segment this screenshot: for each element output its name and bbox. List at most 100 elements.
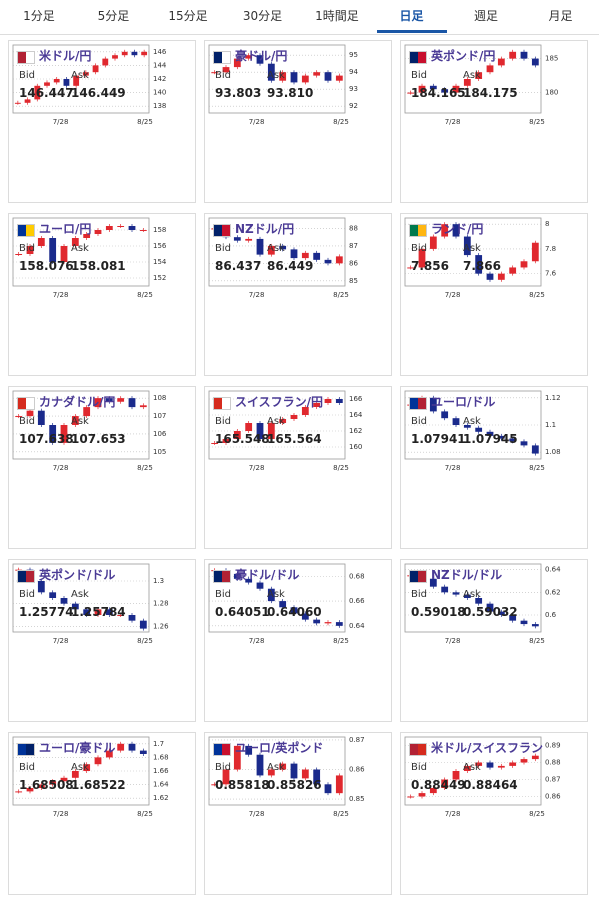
bid-label: Bid bbox=[19, 70, 35, 81]
ask-value: 146.449 bbox=[71, 86, 126, 100]
rate-card[interactable]: 米ドル/スイスフラン Bid Ask 0.88449 0.88464 0.86 0.87 0.… bbox=[400, 732, 588, 895]
flag bbox=[409, 397, 427, 410]
rate-card[interactable]: 米ドル/円 Bid Ask 146.447 146.449 138 140 142 144 146… bbox=[8, 40, 196, 203]
pair-name[interactable]: ユーロ/ドル bbox=[431, 395, 496, 409]
rate-card[interactable]: ユーロ/英ポンド Bid Ask 0.85818 0.85826 0.85 0.86 0.87… bbox=[204, 732, 392, 895]
candle-body bbox=[26, 410, 34, 417]
plot-frame bbox=[208, 217, 346, 287]
candle-body bbox=[139, 750, 147, 754]
plot-frame bbox=[404, 563, 542, 633]
candle-body bbox=[441, 224, 449, 237]
tab[interactable]: 5分足 bbox=[97, 9, 130, 23]
tab[interactable]: 週足 bbox=[473, 9, 498, 23]
rate-card[interactable]: ランド/円 Bid Ask 7.856 7.866 7.6 7.8 8 7/28 8/25 bbox=[400, 213, 588, 376]
pair-name[interactable]: 英ポンド/円 bbox=[431, 49, 496, 63]
pair-name[interactable]: NZドル/円 bbox=[235, 222, 295, 236]
rate-card[interactable]: ユーロ/豪ドル Bid Ask 1.68508 1.68522 1.62 1.64 1.66 1… bbox=[8, 732, 196, 895]
pair-name[interactable]: カナダドル/円 bbox=[39, 395, 116, 409]
rate-card[interactable]: ユーロ/円 Bid Ask 158.076 158.081 152 154 156 158 7/2… bbox=[8, 213, 196, 376]
candle-body bbox=[256, 582, 264, 589]
candle-body bbox=[520, 620, 528, 625]
candle-body bbox=[463, 79, 471, 86]
pair-name[interactable]: ユーロ/豪ドル bbox=[39, 741, 116, 755]
x-tick-label: 7/28 bbox=[249, 291, 265, 299]
candle-body bbox=[222, 769, 230, 785]
flag bbox=[213, 224, 231, 237]
candle-body bbox=[452, 592, 460, 595]
pair-name[interactable]: 米ドル/円 bbox=[39, 49, 92, 63]
candle-body bbox=[486, 273, 494, 280]
candle-body bbox=[117, 226, 125, 227]
pair-name[interactable]: ユーロ/英ポンド bbox=[235, 741, 324, 755]
candle-body bbox=[475, 427, 483, 432]
plot-frame bbox=[404, 736, 542, 806]
rate-card[interactable]: 英ポンド/円 Bid Ask 184.165 184.175 180 185 7/28 8/25 bbox=[400, 40, 588, 203]
candle-body bbox=[15, 254, 23, 255]
y-tick-label: 1.7 bbox=[153, 740, 164, 748]
pair-name[interactable]: 英ポンド/ドル bbox=[39, 568, 116, 582]
mini-chart: 0.86 0.87 0.88 0.89 7/28 8/25 bbox=[404, 736, 561, 818]
candle-body bbox=[139, 230, 147, 231]
x-tick-label: 8/25 bbox=[137, 637, 153, 645]
candle-body bbox=[475, 762, 483, 766]
tab[interactable]: 日足 bbox=[376, 0, 447, 33]
plot-frame bbox=[12, 217, 150, 287]
bid-label: Bid bbox=[411, 589, 427, 600]
tab[interactable]: 15分足 bbox=[168, 9, 208, 23]
ask-label: Ask bbox=[267, 416, 285, 427]
candle-body bbox=[429, 85, 437, 90]
pair-name[interactable]: NZドル/ドル bbox=[431, 568, 503, 582]
tab[interactable]: 30分足 bbox=[242, 9, 283, 23]
y-tick-label: 0.68 bbox=[349, 572, 365, 580]
pair-name[interactable]: ユーロ/円 bbox=[39, 222, 92, 236]
plot-frame bbox=[12, 563, 150, 633]
rate-card[interactable]: NZドル/円 Bid Ask 86.437 86.449 85 86 87 88 7/28 8/25 bbox=[204, 213, 392, 376]
candle-body bbox=[117, 615, 125, 616]
plot-frame bbox=[208, 736, 346, 806]
bid-value: 0.85818 bbox=[215, 778, 270, 792]
x-tick-label: 8/25 bbox=[529, 291, 545, 299]
ask-label: Ask bbox=[71, 243, 89, 254]
candle-body bbox=[463, 765, 471, 771]
candle-body bbox=[520, 51, 528, 59]
candle-body bbox=[441, 411, 449, 419]
pair-name[interactable]: 豪ドル/円 bbox=[235, 49, 288, 63]
tab[interactable]: 月足 bbox=[548, 9, 573, 23]
candle-body bbox=[139, 620, 147, 629]
ask-label: Ask bbox=[267, 589, 285, 600]
candle-body bbox=[429, 578, 437, 587]
x-tick-label: 8/25 bbox=[529, 464, 545, 472]
candle-body bbox=[44, 82, 50, 86]
candle-body bbox=[49, 425, 57, 443]
x-tick-label: 7/28 bbox=[53, 118, 69, 126]
rate-card[interactable]: スイスフラン/円 Bid Ask 165.548 165.564 160 162 164 166… bbox=[204, 386, 392, 549]
candle-body bbox=[71, 771, 79, 778]
pair-name[interactable]: スイスフラン/円 bbox=[235, 395, 324, 409]
rate-card[interactable]: ユーロ/ドル Bid Ask 1.07941 1.07945 1.08 1.1 1.12 7/2… bbox=[400, 386, 588, 549]
tab[interactable]: 1分足 bbox=[23, 9, 55, 23]
bid-value: 0.59018 bbox=[411, 605, 466, 619]
candle-body bbox=[324, 784, 332, 794]
candle-body bbox=[49, 238, 57, 262]
rate-card[interactable]: 豪ドル/円 Bid Ask 93.803 93.810 92 93 94 95 7/28 8/25 bbox=[204, 40, 392, 203]
pair-name[interactable]: 豪ドル/ドル bbox=[235, 568, 300, 582]
rate-card[interactable]: 英ポンド/ドル Bid Ask 1.25774 1.25784 1.26 1.28 1.3 7/… bbox=[8, 559, 196, 722]
tab[interactable]: 1時間足 bbox=[315, 9, 359, 23]
rate-card[interactable]: カナダドル/円 Bid Ask 107.638 107.653 105 106 107 108 7… bbox=[8, 386, 196, 549]
ask-label: Ask bbox=[71, 70, 89, 81]
candle-body bbox=[63, 79, 70, 86]
rate-card[interactable]: 豪ドル/ドル Bid Ask 0.64051 0.64060 0.64 0.66 0.68 7/… bbox=[204, 559, 392, 722]
x-tick-label: 7/28 bbox=[445, 291, 461, 299]
y-tick-label: 108 bbox=[153, 394, 166, 402]
flag bbox=[213, 51, 231, 64]
candle-body bbox=[486, 603, 494, 612]
candle-body bbox=[335, 775, 343, 794]
pair-name[interactable]: 米ドル/スイスフラン bbox=[431, 741, 544, 755]
candle-body bbox=[290, 763, 298, 779]
rate-card[interactable]: NZドル/ドル Bid Ask 0.59018 0.59032 0.6 0.62 0.64 7/… bbox=[400, 559, 588, 722]
y-tick-label: 93 bbox=[349, 85, 358, 93]
plot-frame bbox=[404, 390, 542, 460]
candle-body bbox=[37, 238, 45, 246]
pair-name[interactable]: ランド/円 bbox=[431, 222, 484, 236]
ask-value: 1.25784 bbox=[71, 605, 126, 619]
